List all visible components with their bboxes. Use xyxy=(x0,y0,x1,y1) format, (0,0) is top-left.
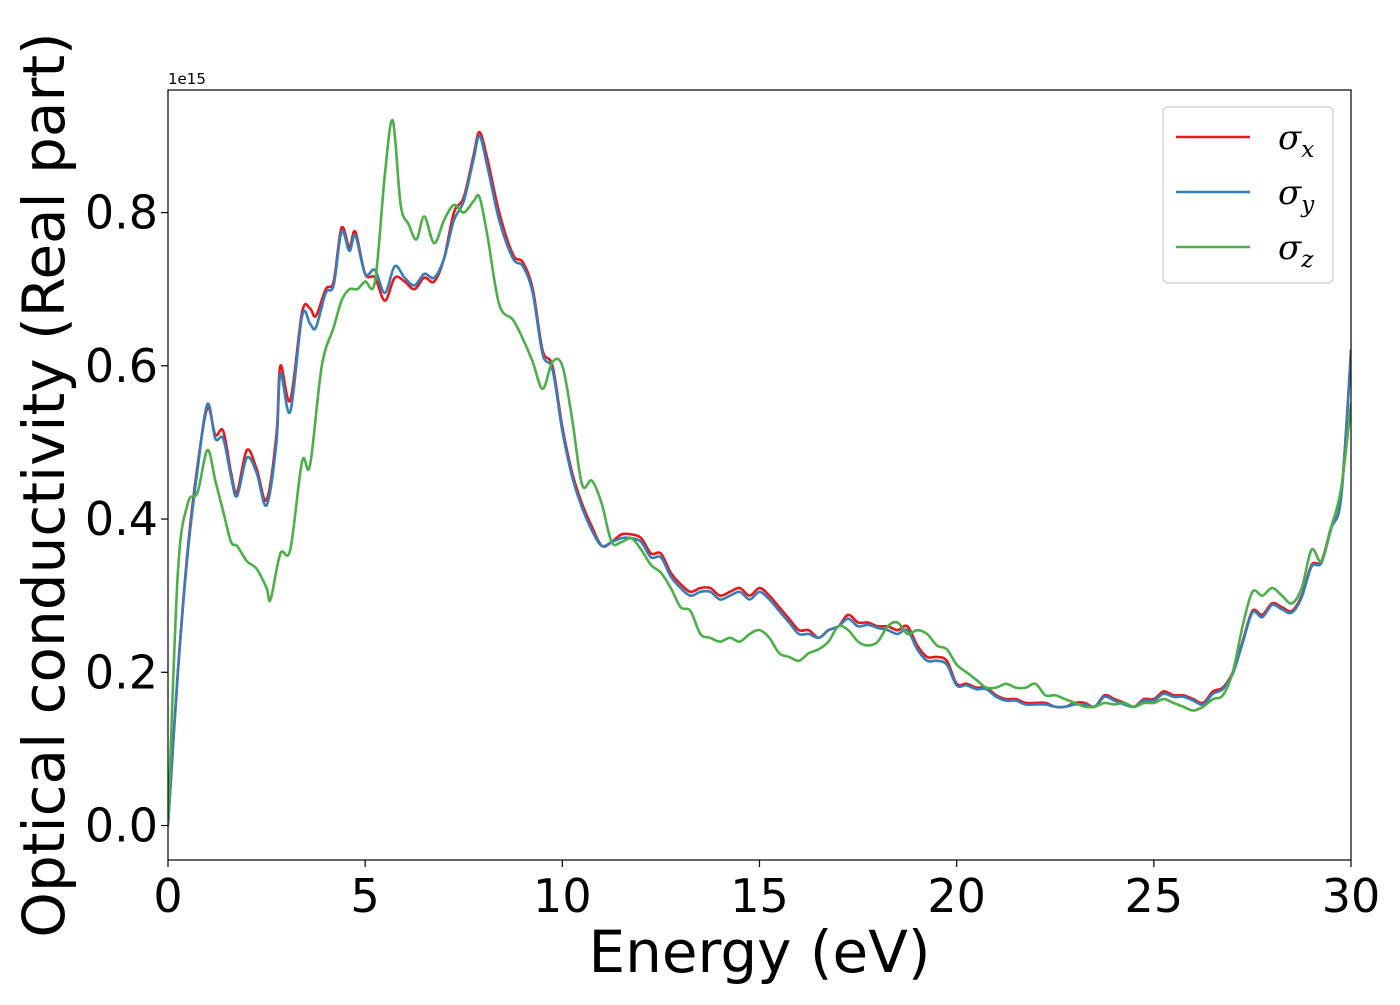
legend-box xyxy=(1162,106,1334,284)
series-line-z xyxy=(168,118,1351,827)
x-tick-label: 5 xyxy=(351,869,380,923)
y-tick-label: 0.2 xyxy=(85,645,158,699)
series-line-y xyxy=(168,134,1351,827)
x-axis: 0 5 10 15 20 25 30 xyxy=(153,860,1380,923)
x-tick-label: 25 xyxy=(1125,869,1184,923)
y-offset-label: 1e15 xyxy=(168,70,206,88)
y-axis: 0.0 0.2 0.4 0.6 0.8 xyxy=(85,186,168,853)
x-axis-title: Energy (eV) xyxy=(588,918,930,986)
legend-label-x: σx xyxy=(1278,118,1314,163)
y-tick-label: 0.6 xyxy=(85,339,158,393)
x-tick-label: 30 xyxy=(1322,869,1381,923)
x-tick-label: 15 xyxy=(730,869,789,923)
plot-series-group xyxy=(168,118,1351,827)
x-tick-label: 10 xyxy=(533,869,592,923)
y-axis-title: Optical conductivity (Real part) xyxy=(10,32,78,937)
y-tick-label: 0.8 xyxy=(85,186,158,240)
x-tick-label: 0 xyxy=(153,869,182,923)
y-tick-label: 0.4 xyxy=(85,492,158,546)
x-tick-label: 20 xyxy=(927,869,986,923)
legend-label-y: σy xyxy=(1278,173,1315,218)
y-tick-label: 0.0 xyxy=(85,799,158,853)
